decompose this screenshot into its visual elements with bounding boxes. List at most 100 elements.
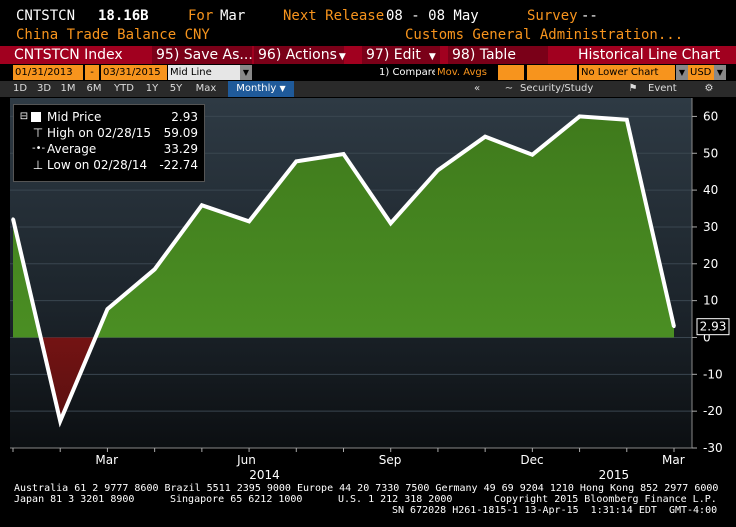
time-range-bar: 1D 3D 1M 6M YTD 1Y 5Y Max Monthly ▼ « ∼ … — [0, 81, 736, 97]
legend-row-high: ⊤ High on 02/28/15 59.09 — [14, 125, 204, 141]
footer-session-info: SN 672028 H261-1815-1 13-Apr-15 1:31:14 … — [392, 505, 718, 516]
security-study-button[interactable]: Security/Study — [520, 83, 594, 94]
currency-field[interactable]: USD — [688, 65, 714, 80]
range-1d[interactable]: 1D — [12, 83, 28, 94]
survey-value: -- — [581, 8, 598, 24]
frequency-selector[interactable]: Monthly ▼ — [228, 81, 294, 97]
compare-value[interactable]: Mov. Avgs — [435, 65, 495, 80]
data-source: Customs General Administration... — [405, 27, 684, 43]
y-tick-label: 50 — [703, 146, 718, 160]
next-release-date: 08 - 08 May — [386, 8, 479, 24]
low-marker-icon: ⊥ — [32, 158, 44, 172]
legend-high-value: 59.09 — [163, 126, 198, 140]
save-as-button[interactable]: 95) Save As... — [152, 46, 253, 64]
average-marker-icon: -•- — [32, 143, 46, 154]
flag-icon[interactable]: ⚑ — [628, 83, 638, 94]
for-label: For — [188, 8, 214, 24]
y-axis-ticks: -30 -20 -10 0 10 20 30 40 50 60 — [692, 109, 723, 454]
series-line — [11, 114, 676, 428]
chart-type-title: Historical Line Chart — [578, 47, 721, 63]
ticker: CNTSTCN — [16, 8, 76, 24]
footer-singapore: Singapore 65 6212 1000 — [170, 494, 303, 505]
chevron-down-icon: ▼ — [428, 52, 436, 62]
y-tick-label: 0 — [703, 330, 711, 344]
y-tick-label: -30 — [703, 441, 723, 454]
controls-bar: 01/31/2013 - 03/31/2015 Mid Line ▼ 1) Co… — [0, 65, 736, 80]
x-tick-label: Jun — [237, 453, 256, 467]
index-label: CNTSTCN Index — [14, 47, 123, 63]
x-axis-ticks — [12, 448, 675, 452]
footer-phones-line: Australia 61 2 9777 8600 Brazil 5511 239… — [14, 483, 719, 494]
y-tick-label: 60 — [703, 109, 718, 123]
spacer-field — [527, 65, 577, 80]
footer-us: U.S. 1 212 318 2000 — [338, 494, 453, 505]
actions-menu[interactable]: 96) Actions ▼ — [254, 46, 346, 64]
last-value-label: 2.93 — [700, 320, 727, 334]
white-square-icon — [31, 112, 41, 122]
trade-balance-chart: -30 -20 -10 0 10 20 30 40 50 60 2.93 — [10, 98, 730, 454]
year-label: 2014 — [249, 468, 280, 482]
lower-chart-field[interactable]: No Lower Chart — [579, 65, 675, 80]
range-6m[interactable]: 6M — [86, 83, 102, 94]
chevron-down-icon[interactable]: ▼ — [714, 65, 726, 80]
x-tick-label: Dec — [520, 453, 544, 467]
collapse-icon[interactable]: « — [473, 83, 481, 94]
range-max[interactable]: Max — [195, 83, 217, 94]
y-tick-label: 20 — [703, 257, 718, 271]
legend-low-value: -22.74 — [159, 158, 198, 172]
last-value-tag: 2.93 — [696, 318, 730, 336]
chevron-down-icon[interactable]: ▼ — [240, 65, 252, 80]
actions-label: 96) Actions — [258, 47, 337, 63]
event-button[interactable]: Event — [648, 83, 677, 94]
footer-japan: Japan 81 3 3201 8900 — [14, 494, 135, 505]
range-3d[interactable]: 3D — [36, 83, 52, 94]
menu-bar: CNTSTCN Index 95) Save As... 96) Actions… — [0, 46, 736, 64]
survey-label: Survey — [527, 8, 578, 24]
for-period: Mar — [220, 8, 246, 24]
security-description: China Trade Balance CNY — [16, 27, 210, 43]
next-release-label: Next Release — [283, 8, 385, 24]
chevron-down-icon[interactable]: ▼ — [676, 65, 688, 80]
price-type-field[interactable]: Mid Line — [168, 65, 240, 80]
legend-low-label: Low on 02/28/14 — [47, 158, 148, 172]
legend-row-low: ⊥ Low on 02/28/14 -22.74 — [14, 157, 204, 173]
x-tick-label: Mar — [95, 453, 119, 467]
compare-label[interactable]: 1) Compare — [377, 65, 438, 80]
footer-copyright: Copyright 2015 Bloomberg Finance L.P. — [494, 494, 717, 505]
chart-legend: ⊟ Mid Price 2.93 ⊤ High on 02/28/15 59.0… — [13, 104, 205, 182]
edit-menu[interactable]: 97) Edit ▼ — [362, 46, 440, 64]
positive-area — [13, 116, 674, 338]
start-date-field[interactable]: 01/31/2013 — [13, 65, 83, 80]
range-1y[interactable]: 1Y — [145, 83, 159, 94]
footer: Australia 61 2 9777 8600 Brazil 5511 239… — [0, 481, 736, 527]
chevron-down-icon: ▼ — [279, 84, 286, 93]
date-range-dash: - — [85, 65, 99, 80]
legend-average-value: 33.29 — [163, 142, 198, 156]
edit-label: 97) Edit — [366, 47, 421, 63]
table-button[interactable]: 98) Table — [448, 46, 548, 64]
security-header: CNTSTCN 18.16B For Mar Next Release 08 -… — [0, 0, 736, 28]
range-5y[interactable]: 5Y — [169, 83, 183, 94]
y-tick-label: -20 — [703, 404, 723, 418]
x-tick-label: Mar — [662, 453, 685, 467]
y-tick-label: -10 — [703, 367, 723, 381]
compare-field-blank[interactable] — [498, 65, 524, 80]
chart-line-icon[interactable]: ∼ — [504, 83, 514, 94]
y-tick-label: 40 — [703, 183, 718, 197]
range-ytd[interactable]: YTD — [114, 83, 134, 94]
last-value: 18.16B — [98, 8, 149, 24]
legend-mid-value: 2.93 — [171, 110, 198, 124]
legend-high-label: High on 02/28/15 — [47, 126, 152, 140]
y-tick-label: 10 — [703, 294, 718, 308]
frequency-label: Monthly — [236, 83, 277, 94]
x-tick-label: Sep — [378, 453, 402, 467]
minus-square-icon[interactable]: ⊟ — [19, 111, 29, 122]
range-1m[interactable]: 1M — [60, 83, 76, 94]
legend-row-mid: ⊟ Mid Price 2.93 — [14, 109, 204, 125]
high-marker-icon: ⊤ — [32, 126, 44, 140]
y-tick-label: 30 — [703, 220, 718, 234]
gear-icon[interactable]: ⚙ — [704, 83, 714, 94]
negative-area — [13, 337, 674, 422]
end-date-field[interactable]: 03/31/2015 — [101, 65, 167, 80]
legend-row-average: -•- Average 33.29 — [14, 141, 204, 157]
